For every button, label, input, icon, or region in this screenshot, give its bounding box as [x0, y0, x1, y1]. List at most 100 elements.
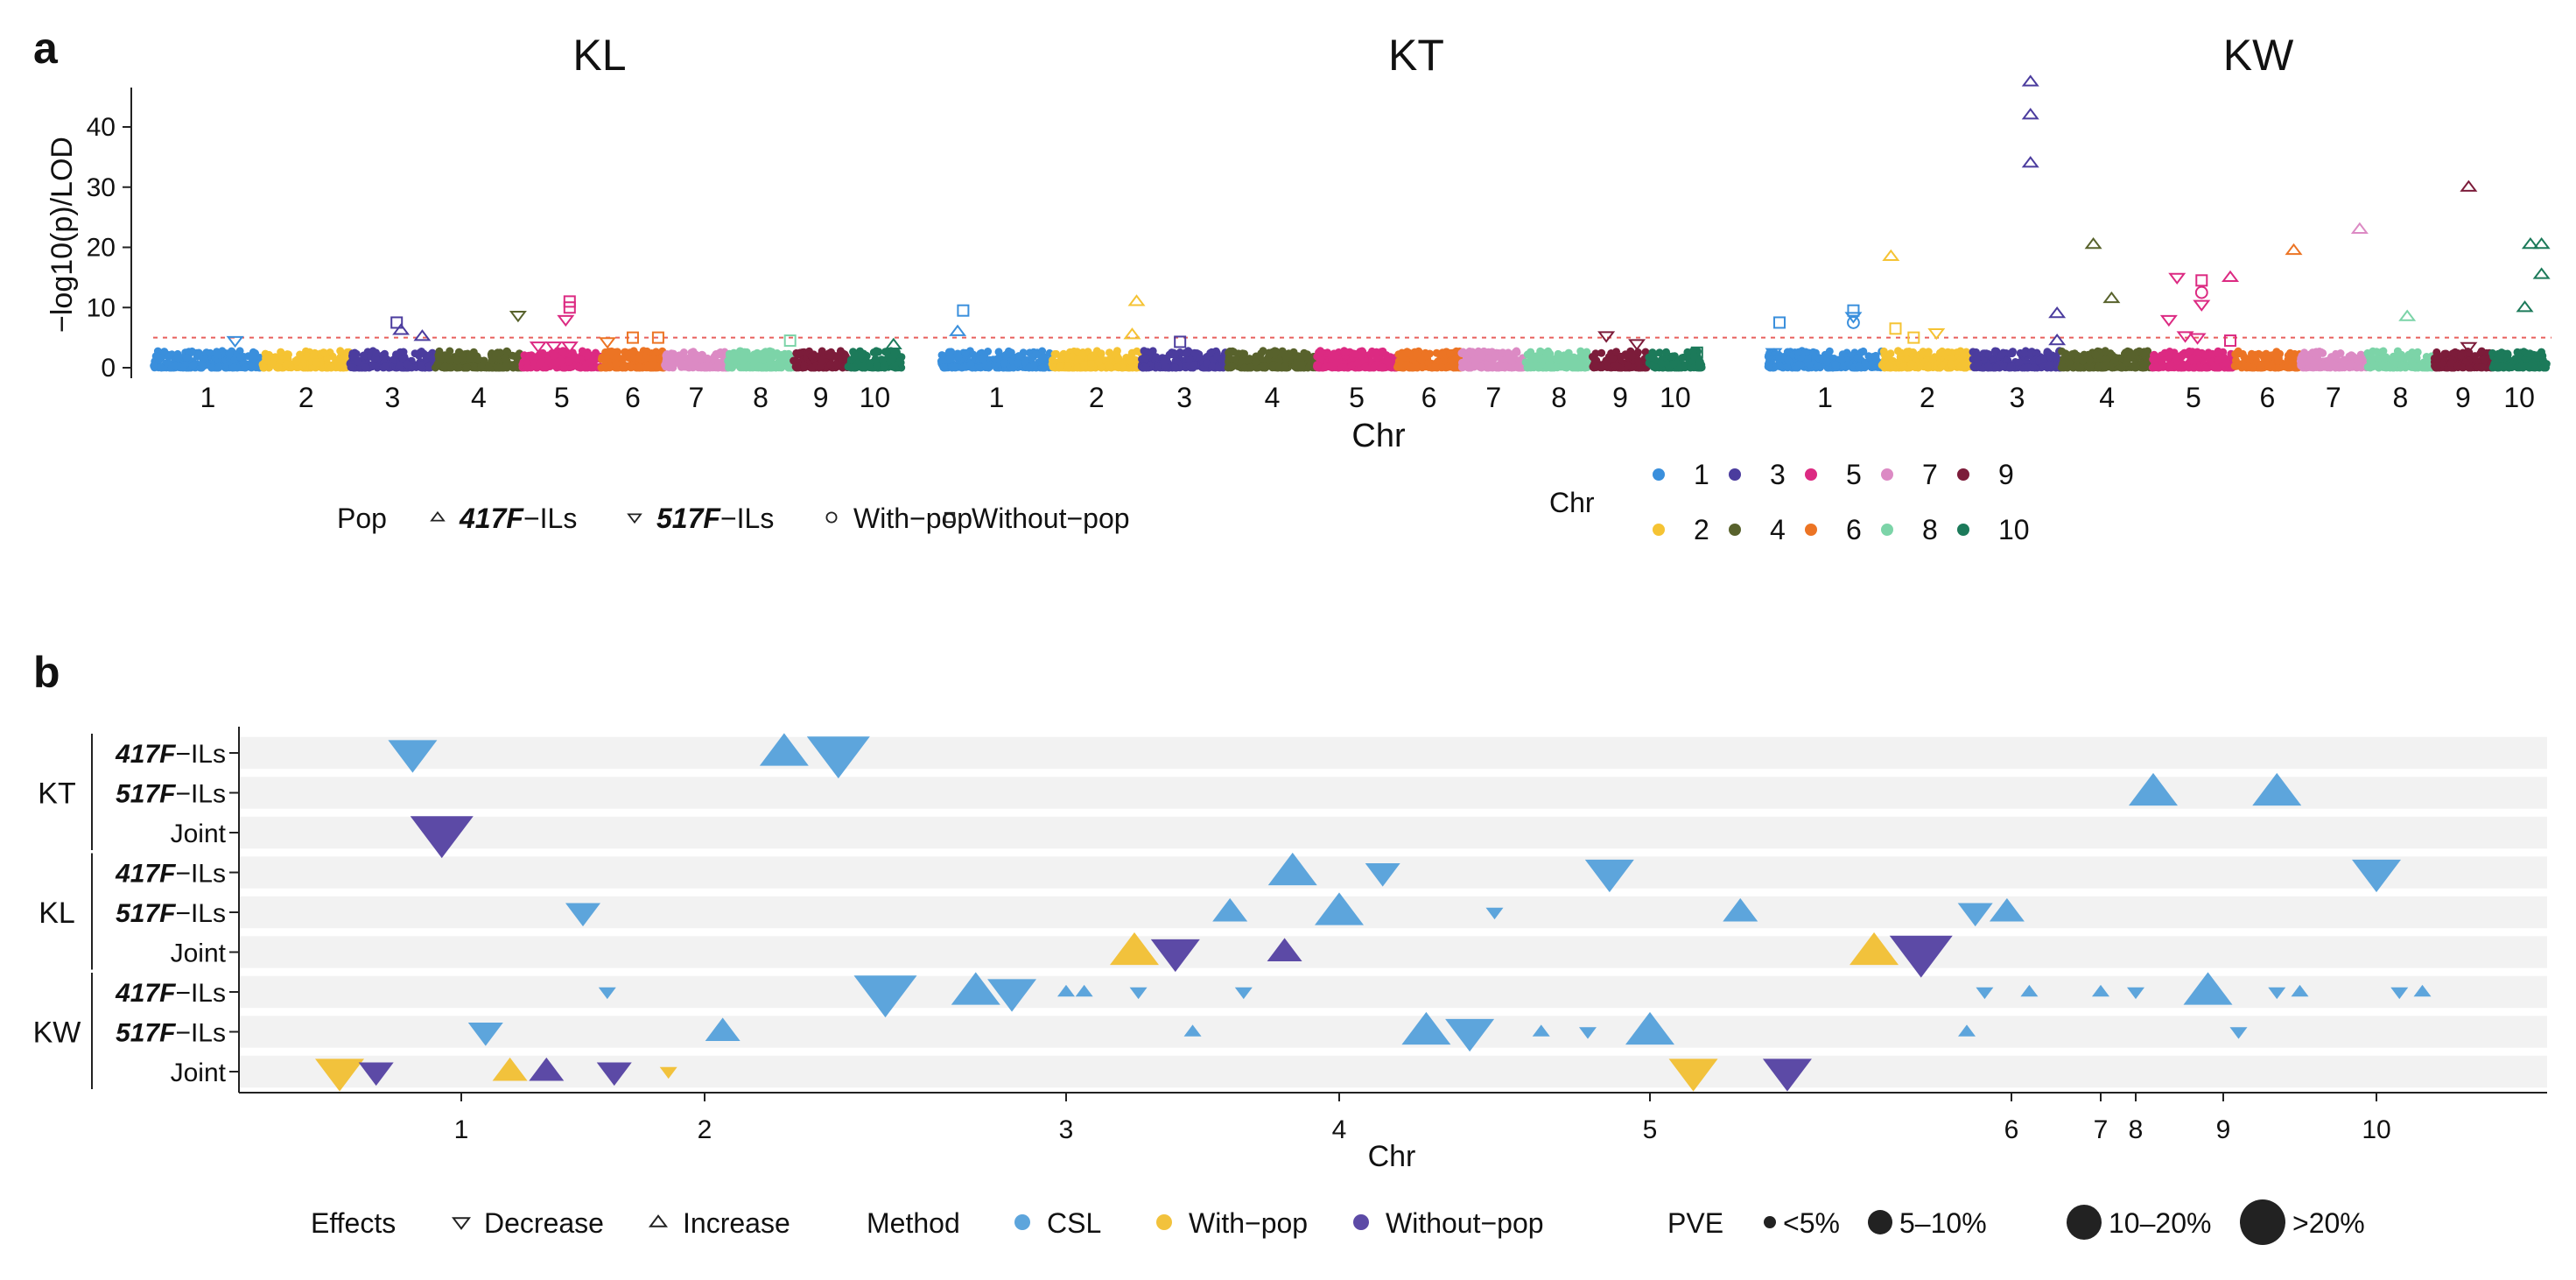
snp-point [675, 356, 684, 365]
snp-point [1087, 359, 1095, 368]
significant-hit [957, 304, 970, 317]
snp-point [994, 348, 1003, 356]
snp-point [1536, 347, 1545, 355]
snp-point [2166, 361, 2175, 369]
snp-point [1885, 362, 1894, 370]
snp-point [361, 363, 370, 372]
chr-tick-label: 8 [1551, 382, 1567, 413]
snp-point [411, 349, 419, 358]
chr-tick-label: 3 [1176, 382, 1192, 413]
snp-point [229, 363, 238, 372]
snp-point [392, 350, 400, 359]
snp-point [1140, 347, 1148, 355]
snp-point [966, 360, 975, 369]
chr-band-10 [844, 347, 906, 372]
snp-point [1028, 353, 1036, 362]
snp-point [292, 357, 301, 366]
snp-point [1430, 363, 1439, 372]
snp-point [249, 362, 257, 370]
snp-point [1990, 347, 1999, 355]
chr-band-6 [1393, 347, 1465, 372]
snp-point [1944, 348, 1952, 356]
snp-point [1617, 352, 1625, 361]
chr-tick-label: 2 [1920, 382, 1935, 413]
snp-point [241, 363, 249, 372]
snp-point [749, 356, 758, 365]
snp-point [1899, 362, 1907, 371]
snp-point [1332, 358, 1341, 367]
snp-point [2257, 360, 2265, 369]
snp-point [269, 359, 277, 368]
snp-point [1021, 357, 1029, 366]
snp-point [726, 352, 734, 360]
snp-point [776, 362, 784, 370]
snp-point [194, 351, 203, 360]
snp-point [1417, 355, 1426, 364]
snp-point [2065, 358, 2074, 367]
chr-band-4 [2057, 347, 2156, 372]
snp-point [961, 348, 970, 357]
chr-tick-label: 5 [554, 382, 570, 413]
snp-point [1906, 360, 1915, 368]
snp-point [1379, 363, 1387, 372]
snp-point [2267, 362, 2276, 371]
snp-point [2015, 358, 2024, 367]
snp-point [236, 353, 245, 362]
snp-point [1014, 359, 1022, 368]
chr-band-4 [432, 347, 527, 372]
snp-point [2074, 363, 2082, 371]
snp-point [1590, 353, 1598, 362]
snp-point [441, 362, 449, 371]
panel-a-label: a [33, 24, 59, 73]
snp-point [1669, 360, 1678, 369]
snp-point [826, 351, 835, 360]
snp-point [225, 349, 234, 358]
snp-point [320, 348, 329, 357]
y-axis-title: −log10(p)/LOD [46, 137, 79, 333]
chr-tick-label: 1 [200, 382, 216, 413]
snp-point [739, 363, 748, 372]
snp-point [1039, 353, 1048, 362]
snp-point [871, 355, 880, 363]
snp-point [1793, 363, 1802, 372]
snp-point [213, 350, 221, 359]
snp-point [2095, 362, 2104, 370]
chr-band-8 [1521, 347, 1596, 372]
manhattan-KT: KT1 2 3 4 5 6 7 8 9 10 [937, 31, 1706, 413]
snp-point [1473, 355, 1482, 364]
snp-point [1056, 362, 1064, 370]
snp-point [1295, 362, 1303, 370]
snp-point [1218, 355, 1226, 363]
snp-point [612, 360, 621, 369]
snp-point [1246, 363, 1254, 372]
chr-tick-label: 5 [1349, 382, 1365, 413]
snp-point [1206, 348, 1215, 357]
facet-title-KT: KT [1388, 31, 1444, 80]
snp-point [1855, 354, 1864, 362]
y-tick-label: 0 [101, 354, 116, 383]
chr-band-10 [1645, 347, 1706, 372]
snp-point [1991, 363, 2000, 372]
chr-tick-label: 3 [2010, 382, 2025, 413]
snp-point [277, 348, 285, 356]
snp-point [1313, 361, 1322, 369]
snp-point [536, 359, 544, 368]
significant-hit [626, 331, 639, 344]
snp-point [249, 348, 257, 356]
snp-point [1668, 352, 1677, 361]
snp-point [621, 348, 630, 356]
snp-point [1152, 353, 1161, 362]
snp-point [1171, 363, 1179, 372]
snp-point [1485, 362, 1493, 371]
snp-point [792, 362, 801, 370]
snp-point [1947, 360, 1955, 369]
snp-point [1597, 348, 1606, 357]
snp-point [538, 348, 547, 357]
snp-point [1612, 362, 1621, 370]
facet-title-KW: KW [2223, 31, 2294, 80]
snp-point [1095, 357, 1103, 366]
snp-point [753, 348, 762, 357]
snp-point [1603, 357, 1611, 366]
chr-band-1 [1764, 347, 1886, 372]
snp-point [557, 356, 565, 365]
